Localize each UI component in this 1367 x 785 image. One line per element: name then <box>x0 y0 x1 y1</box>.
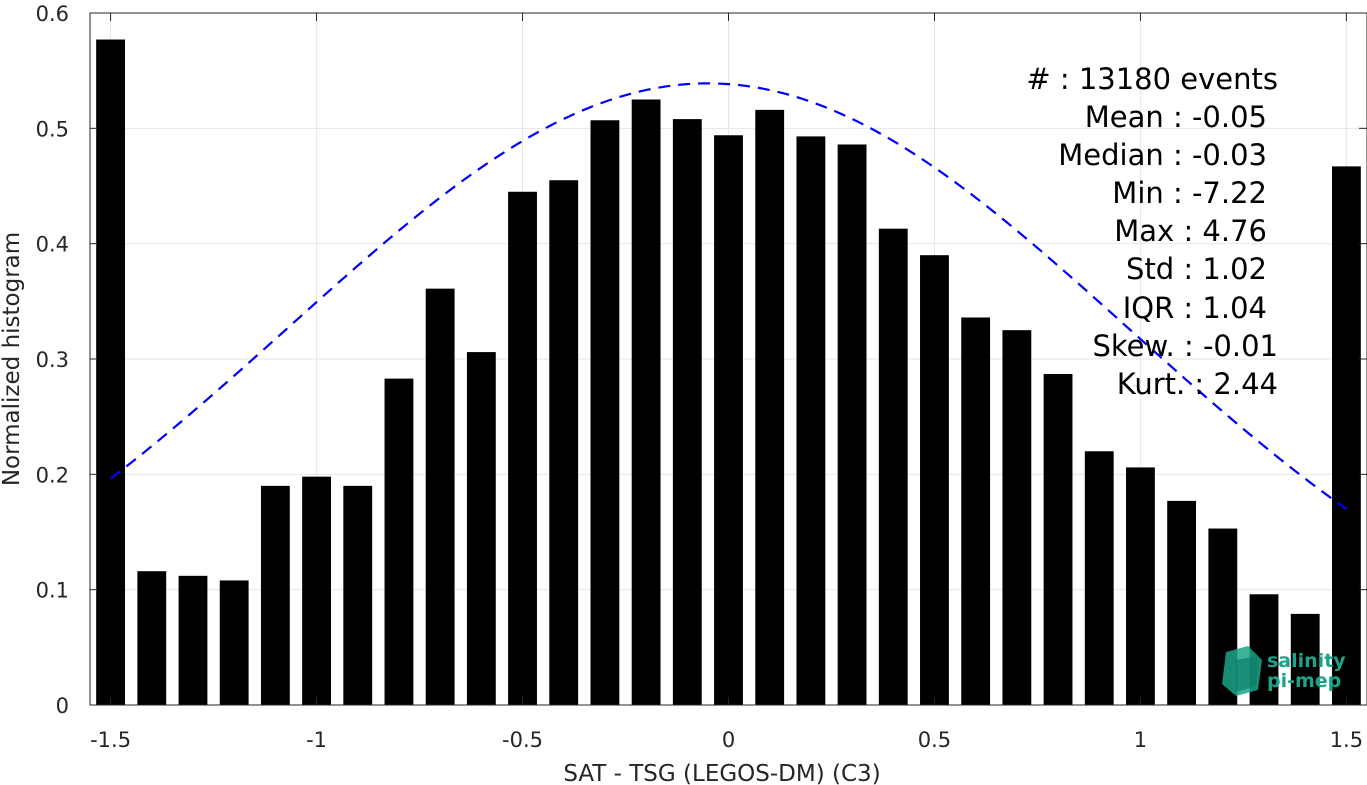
histogram-bar <box>1167 500 1197 705</box>
x-tick-label: 1.5 <box>1330 728 1363 752</box>
stat-min: Min : -7.22 <box>1112 176 1267 210</box>
y-tick-label: 0.3 <box>36 348 69 372</box>
histogram-bar <box>590 120 620 705</box>
x-tick-label: -1 <box>306 728 327 752</box>
histogram-bars <box>96 39 1361 706</box>
stat-skew: Skew. : -0.01 <box>1092 329 1278 363</box>
y-axis-ticks: 0 0.1 0.2 0.3 0.4 0.5 0.6 <box>36 2 1367 718</box>
stat-iqr: IQR : 1.04 <box>1123 291 1267 325</box>
histogram-bar <box>549 180 579 705</box>
stat-std: Std : 1.02 <box>1126 252 1267 286</box>
salinity-pimep-logo: salinity pi-mep <box>1222 646 1346 696</box>
logo-cube-shade <box>1236 656 1258 692</box>
histogram-bar <box>178 575 208 705</box>
y-tick-label: 0.5 <box>36 117 69 141</box>
histogram-bar <box>1126 467 1155 705</box>
logo-text-line1: salinity <box>1267 650 1346 672</box>
stat-events: # : 13180 events <box>1026 62 1278 96</box>
histogram-bar <box>1084 451 1114 705</box>
histogram-bar <box>466 352 496 705</box>
histogram-bar <box>631 99 661 705</box>
histogram-bar <box>837 144 867 706</box>
histogram-bar <box>961 317 991 705</box>
x-axis-ticks: -1.5 -1 -0.5 0 0.5 1 1.5 <box>90 13 1363 752</box>
histogram-bar <box>1290 613 1320 705</box>
histogram-bar <box>920 255 949 705</box>
stats-box: # : 13180 events Mean : -0.05 Median : -… <box>1026 62 1278 401</box>
histogram-bar <box>1002 330 1032 705</box>
histogram-bar <box>384 378 414 705</box>
y-tick-label: 0.6 <box>36 2 69 26</box>
x-tick-label: 0 <box>722 728 735 752</box>
stat-mean: Mean : -0.05 <box>1085 100 1267 134</box>
x-tick-label: 1 <box>1134 728 1147 752</box>
y-tick-label: 0 <box>56 694 69 718</box>
histogram-bar <box>302 476 331 705</box>
x-axis-label: SAT - TSG (LEGOS-DM) (C3) <box>563 761 880 785</box>
y-tick-label: 0.2 <box>36 463 69 487</box>
histogram-bar <box>96 39 126 705</box>
x-tick-label: -0.5 <box>502 728 543 752</box>
stat-median: Median : -0.03 <box>1058 138 1267 172</box>
histogram-bar <box>672 119 702 705</box>
gaussian-fit-curve <box>109 82 1348 510</box>
y-tick-label: 0.4 <box>36 233 69 257</box>
histogram-bar <box>1043 373 1073 705</box>
histogram-bar <box>425 288 455 705</box>
histogram-bar <box>878 228 908 705</box>
histogram-bar <box>343 485 373 705</box>
histogram-bar <box>796 136 826 705</box>
histogram-bar <box>714 135 743 706</box>
histogram-bar <box>508 191 537 705</box>
stat-kurt: Kurt. : 2.44 <box>1117 367 1278 401</box>
stat-max: Max : 4.76 <box>1114 214 1267 248</box>
x-tick-label: -1.5 <box>90 728 131 752</box>
y-tick-label: 0.1 <box>36 579 69 603</box>
histogram-bar <box>260 485 290 705</box>
histogram-bar <box>755 109 785 705</box>
x-tick-label: 0.5 <box>918 728 951 752</box>
histogram-bar <box>219 580 249 705</box>
logo-text-line2: pi-mep <box>1267 670 1341 692</box>
histogram-bar <box>1331 166 1361 706</box>
y-axis-label: Normalized histogram <box>0 232 25 486</box>
histogram-bar <box>137 571 167 705</box>
